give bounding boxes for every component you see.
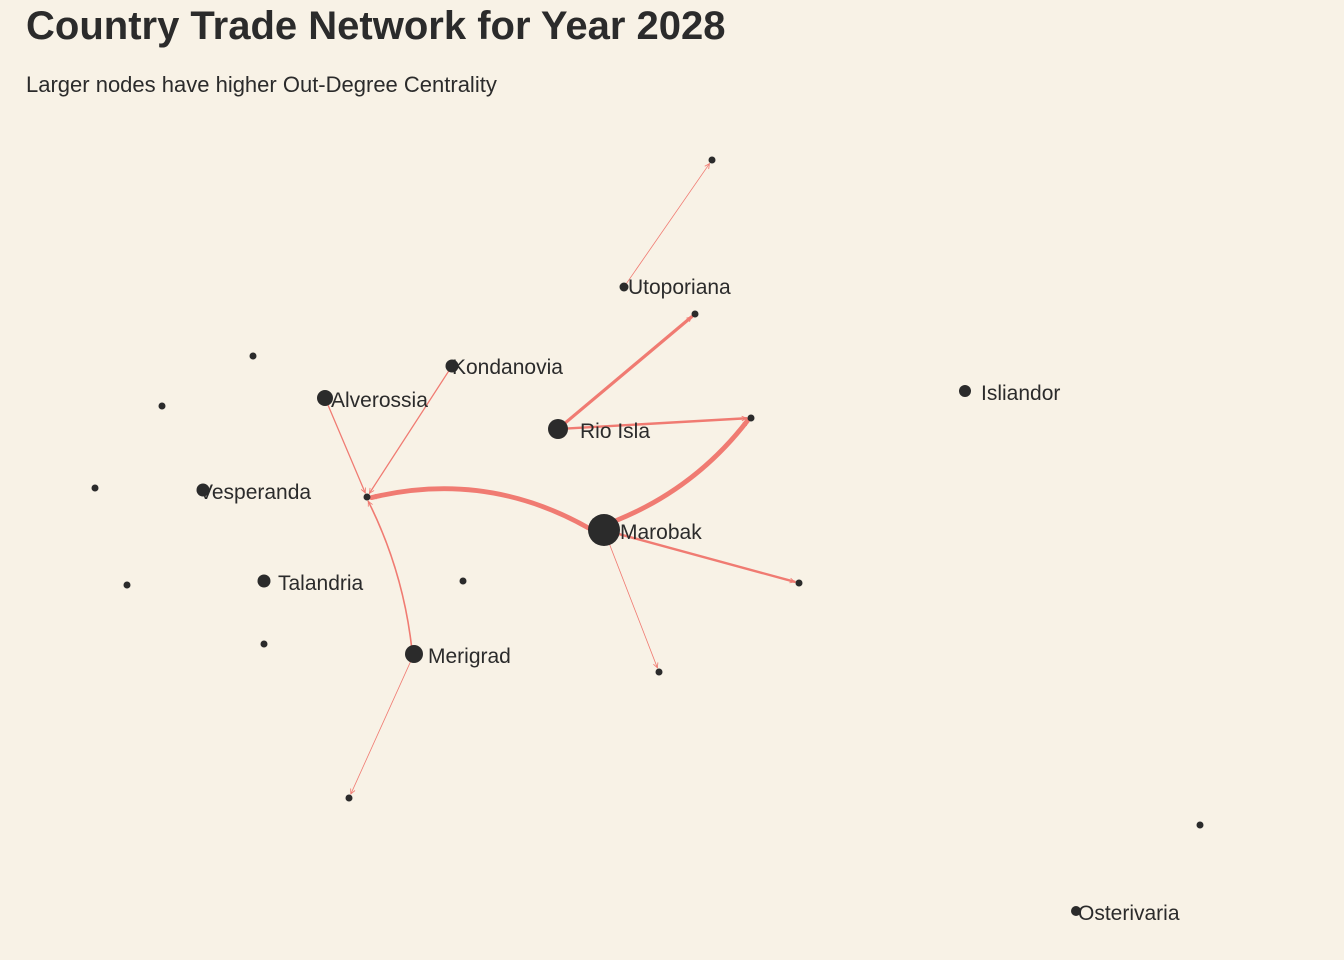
node-utoporiana — [619, 282, 629, 292]
node-label-kondanovia: Kondanovia — [452, 356, 563, 379]
node-label-merigrad: Merigrad — [428, 645, 511, 668]
edge-utoporiana-to-n_top — [626, 164, 710, 284]
node-merigrad — [405, 645, 423, 663]
edge-merigrad-to-n_sink — [367, 501, 413, 647]
node-rio-isla — [548, 419, 568, 439]
node-label-marobak: Marobak — [620, 521, 702, 544]
node-isliandor — [959, 385, 971, 397]
node-kondanovia — [445, 359, 459, 373]
node-n-south — [345, 794, 353, 802]
edge-rio_isla-to-n_hub_east — [566, 418, 748, 430]
node-marobak — [588, 514, 620, 546]
node-label-utoporiana: Utoporiana — [628, 276, 731, 299]
edge-alverossia-to-n_sink — [327, 404, 365, 492]
labels-layer: Utoporiana Kondanovia Alverossia Rio Isla Is… — [199, 276, 1180, 925]
edge-marobak-to-n_sink — [369, 486, 591, 531]
node-n-far-east — [1196, 821, 1204, 829]
node-n-ut-target — [691, 310, 699, 318]
node-n-hub-east — [747, 414, 755, 422]
chart-title: Country Trade Network for Year 2028 — [26, 4, 726, 48]
node-n-topleft — [249, 352, 257, 360]
node-n-east2 — [795, 579, 803, 587]
node-n-center — [459, 577, 467, 585]
node-label-alverossia: Alverossia — [331, 389, 428, 412]
edge-marobak-to-n_east2 — [618, 532, 796, 582]
node-n-left3 — [123, 581, 131, 589]
node-vesperanda — [196, 483, 210, 497]
node-label-osterivaria: Osterivaria — [1078, 902, 1180, 925]
node-label-vesperanda: Vesperanda — [199, 481, 311, 504]
node-label-isliandor: Isliandor — [981, 382, 1060, 405]
chart-subtitle: Larger nodes have higher Out-Degree Cent… — [26, 72, 497, 97]
edge-marobak-to-n_south2 — [609, 544, 658, 668]
node-label-rio-isla: Rio Isla — [580, 420, 650, 443]
node-n-sink — [363, 493, 371, 501]
edge-merigrad-to-n_south — [351, 661, 411, 794]
node-n-top — [708, 156, 716, 164]
node-n-left2 — [91, 484, 99, 492]
edge-kondanovia-to-n_sink — [368, 370, 450, 493]
edges-layer — [327, 164, 796, 794]
node-talandria — [257, 574, 271, 588]
edge-marobak-to-n_hub_east — [614, 418, 750, 523]
node-osterivaria — [1071, 906, 1081, 916]
nodes-layer — [91, 156, 1204, 916]
node-alverossia — [317, 390, 333, 406]
node-n-left1 — [158, 402, 166, 410]
node-n-low1 — [260, 640, 268, 648]
node-label-talandria: Talandria — [278, 572, 364, 595]
node-n-south2 — [655, 668, 663, 676]
edge-rio_isla-to-n_ut_target — [564, 315, 694, 425]
